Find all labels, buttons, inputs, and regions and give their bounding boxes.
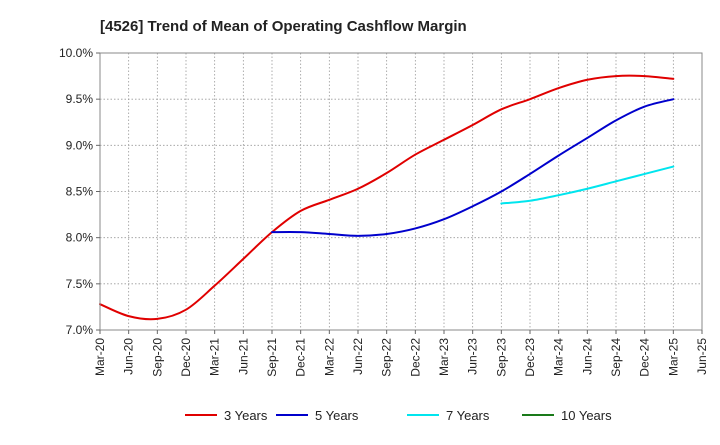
x-tick-label: Jun-22 bbox=[351, 338, 365, 375]
x-tick-label: Sep-21 bbox=[265, 338, 279, 377]
x-tick-label: Jun-25 bbox=[695, 338, 709, 375]
x-tick-label: Sep-24 bbox=[609, 338, 623, 377]
y-tick-label: 7.5% bbox=[66, 277, 94, 291]
x-tick-label: Dec-21 bbox=[294, 338, 308, 377]
y-tick-label: 8.5% bbox=[66, 185, 94, 199]
x-tick-label: Mar-20 bbox=[93, 338, 107, 376]
legend-label-3-years: 3 Years bbox=[224, 408, 268, 423]
x-tick-label: Jun-23 bbox=[466, 338, 480, 375]
legend-label-10-years: 10 Years bbox=[561, 408, 612, 423]
x-tick-label: Dec-20 bbox=[179, 338, 193, 377]
x-tick-label: Mar-23 bbox=[437, 338, 451, 376]
legend-label-7-years: 7 Years bbox=[446, 408, 490, 423]
y-tick-label: 10.0% bbox=[59, 46, 93, 60]
y-tick-label: 8.0% bbox=[66, 231, 94, 245]
series-line-7-years bbox=[500, 165, 675, 205]
series-line-3-years bbox=[99, 74, 675, 321]
x-tick-label: Dec-24 bbox=[638, 338, 652, 377]
chart-title: [4526] Trend of Mean of Operating Cashfl… bbox=[100, 18, 467, 35]
x-tick-label: Mar-21 bbox=[208, 338, 222, 376]
x-tick-label: Mar-25 bbox=[666, 338, 680, 376]
series-line-5-years bbox=[271, 98, 675, 237]
y-tick-label: 7.0% bbox=[66, 323, 94, 337]
x-tick-label: Jun-21 bbox=[236, 338, 250, 375]
x-tick-label: Mar-22 bbox=[322, 338, 336, 376]
x-tick-label: Jun-24 bbox=[580, 338, 594, 375]
x-tick-label: Dec-22 bbox=[408, 338, 422, 377]
y-tick-label: 9.0% bbox=[66, 138, 94, 152]
x-tick-label: Dec-23 bbox=[523, 338, 537, 377]
y-tick-label: 9.5% bbox=[66, 92, 94, 106]
x-tick-label: Sep-20 bbox=[150, 338, 164, 377]
x-tick-label: Jun-20 bbox=[122, 338, 136, 375]
x-tick-label: Mar-24 bbox=[552, 338, 566, 376]
x-tick-label: Sep-23 bbox=[494, 338, 508, 377]
x-tick-label: Sep-22 bbox=[380, 338, 394, 377]
legend-label-5-years: 5 Years bbox=[315, 408, 359, 423]
